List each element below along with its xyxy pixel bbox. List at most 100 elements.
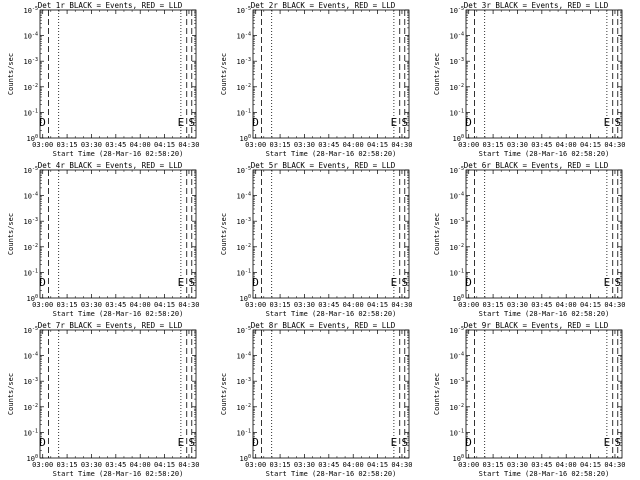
x-tick-label: 03:45 xyxy=(105,141,126,149)
plot-frame xyxy=(252,329,410,459)
y-tick-label: 10-3 xyxy=(450,57,464,66)
y-tick-label: 10-2 xyxy=(450,243,464,252)
marker-label: S xyxy=(188,276,195,289)
chart-title: Det 3r BLACK = Events, RED = LLD xyxy=(464,1,609,10)
x-tick-label: 03:15 xyxy=(270,461,291,469)
marker-label: D xyxy=(39,116,46,129)
detector-panel: Det 7r BLACK = Events, RED = LLD 100 10-1 1… xyxy=(0,320,213,480)
y-tick-label: 10-4 xyxy=(237,192,251,201)
x-tick-label: 03:00 xyxy=(245,461,266,469)
x-tick-label: 03:45 xyxy=(105,461,126,469)
marker-label: E xyxy=(604,276,611,289)
x-tick-label: 04:00 xyxy=(130,461,151,469)
marker-label: D xyxy=(465,116,472,129)
y-tick-label: 10-2 xyxy=(237,243,251,252)
x-axis-label: Start Time (28-Mar-16 02:58:20) xyxy=(266,150,397,158)
marker-label: E xyxy=(604,116,611,129)
x-tick-label: 03:30 xyxy=(507,301,528,309)
x-tick-label: 04:15 xyxy=(154,301,175,309)
marker-label: D xyxy=(252,116,259,129)
x-tick-label: 04:15 xyxy=(367,301,388,309)
x-tick-label: 03:30 xyxy=(81,301,102,309)
y-tick-label: 10-3 xyxy=(24,217,38,226)
x-tick-label: 04:30 xyxy=(391,141,412,149)
y-tick-label: 10-3 xyxy=(237,217,251,226)
x-tick-label: 04:15 xyxy=(367,461,388,469)
y-tick-label: 10-4 xyxy=(450,352,464,361)
marker-label: D xyxy=(465,276,472,289)
y-tick-label: 10-4 xyxy=(450,32,464,41)
x-tick-label: 04:15 xyxy=(580,461,601,469)
x-tick-label: 04:00 xyxy=(343,141,364,149)
x-tick-label: 04:30 xyxy=(604,301,625,309)
x-tick-label: 04:30 xyxy=(604,141,625,149)
detector-panel: Det 2r BLACK = Events, RED = LLD 100 10-1 1… xyxy=(213,0,426,160)
y-axis-label: Counts/sec xyxy=(7,373,15,415)
y-tick-label: 10-1 xyxy=(450,268,464,277)
y-tick-label: 10-1 xyxy=(24,108,38,117)
chart-svg: Det 5r BLACK = Events, RED = LLD 100 10-1 1… xyxy=(220,161,412,318)
marker-label: S xyxy=(614,436,621,449)
y-axis-label: Counts/sec xyxy=(220,53,228,95)
y-axis-label: Counts/sec xyxy=(433,213,441,255)
y-tick-label: 100 xyxy=(27,294,38,303)
y-tick-label: 10-5 xyxy=(450,326,464,335)
plot-frame xyxy=(39,9,197,139)
plot-frame xyxy=(252,9,410,139)
y-tick-label: 100 xyxy=(453,134,464,143)
marker-label: E xyxy=(391,436,398,449)
x-tick-label: 03:30 xyxy=(81,141,102,149)
y-tick-label: 10-1 xyxy=(450,108,464,117)
chart-svg: Det 4r BLACK = Events, RED = LLD 100 10-1 1… xyxy=(7,161,199,318)
y-tick-label: 10-4 xyxy=(24,32,38,41)
y-tick-label: 100 xyxy=(27,134,38,143)
y-tick-label: 10-3 xyxy=(24,377,38,386)
x-tick-label: 03:45 xyxy=(105,301,126,309)
x-tick-label: 03:15 xyxy=(270,141,291,149)
x-tick-label: 04:00 xyxy=(556,301,577,309)
detector-panel: Det 3r BLACK = Events, RED = LLD 100 10-1 1… xyxy=(426,0,639,160)
y-tick-label: 10-5 xyxy=(24,166,38,175)
marker-label: D xyxy=(465,436,472,449)
x-tick-label: 03:15 xyxy=(57,461,78,469)
x-tick-label: 04:00 xyxy=(130,141,151,149)
x-tick-label: 04:00 xyxy=(343,461,364,469)
plot-frame xyxy=(465,329,623,459)
y-tick-label: 10-4 xyxy=(237,32,251,41)
x-tick-label: 03:45 xyxy=(531,461,552,469)
x-tick-label: 04:00 xyxy=(130,301,151,309)
y-tick-label: 10-3 xyxy=(450,377,464,386)
detector-panel: Det 8r BLACK = Events, RED = LLD 100 10-1 1… xyxy=(213,320,426,480)
y-tick-label: 10-4 xyxy=(237,352,251,361)
x-tick-label: 03:15 xyxy=(483,141,504,149)
plot-frame xyxy=(252,169,410,299)
marker-label: E xyxy=(178,276,185,289)
y-tick-label: 100 xyxy=(453,454,464,463)
x-tick-label: 03:30 xyxy=(294,301,315,309)
y-tick-label: 10-5 xyxy=(24,6,38,15)
y-axis-label: Counts/sec xyxy=(220,213,228,255)
marker-label: S xyxy=(614,116,621,129)
y-tick-label: 10-5 xyxy=(450,6,464,15)
chart-svg: Det 8r BLACK = Events, RED = LLD 100 10-1 1… xyxy=(220,321,412,478)
y-axis-label: Counts/sec xyxy=(7,53,15,95)
x-tick-label: 04:15 xyxy=(154,461,175,469)
y-tick-label: 10-3 xyxy=(24,57,38,66)
x-axis-label: Start Time (28-Mar-16 02:58:20) xyxy=(53,150,184,158)
y-tick-label: 10-1 xyxy=(24,428,38,437)
chart-svg: Det 2r BLACK = Events, RED = LLD 100 10-1 1… xyxy=(220,1,412,158)
y-tick-label: 10-5 xyxy=(237,166,251,175)
x-axis-label: Start Time (28-Mar-16 02:58:20) xyxy=(53,470,184,478)
x-tick-label: 03:00 xyxy=(458,461,479,469)
marker-label: S xyxy=(401,116,408,129)
y-tick-label: 10-5 xyxy=(237,326,251,335)
x-tick-label: 04:30 xyxy=(604,461,625,469)
marker-label: E xyxy=(178,436,185,449)
y-tick-label: 100 xyxy=(240,294,251,303)
x-tick-label: 03:15 xyxy=(270,301,291,309)
x-tick-label: 03:00 xyxy=(245,141,266,149)
x-tick-label: 03:45 xyxy=(531,301,552,309)
marker-label: S xyxy=(401,436,408,449)
x-tick-label: 03:45 xyxy=(531,141,552,149)
x-tick-label: 04:00 xyxy=(556,461,577,469)
